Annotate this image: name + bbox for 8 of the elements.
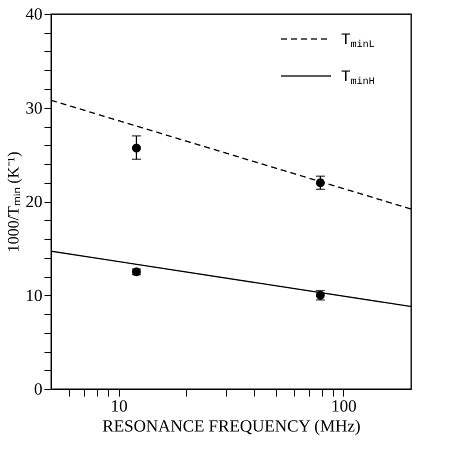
y-tick-label: 40 bbox=[26, 4, 42, 24]
y-tick-label: 0 bbox=[34, 380, 42, 398]
x-tick-label: 100 bbox=[331, 396, 357, 416]
y-tick-label: 10 bbox=[26, 286, 42, 305]
y-tick-label: 30 bbox=[26, 98, 42, 118]
y-axis-title: 1000/Tₘᵢₙ (K⁻¹) bbox=[6, 152, 22, 252]
y-tick-label: 20 bbox=[26, 192, 42, 211]
x-axis-title: RESONANCE FREQUENCY (MHz) bbox=[102, 416, 361, 436]
